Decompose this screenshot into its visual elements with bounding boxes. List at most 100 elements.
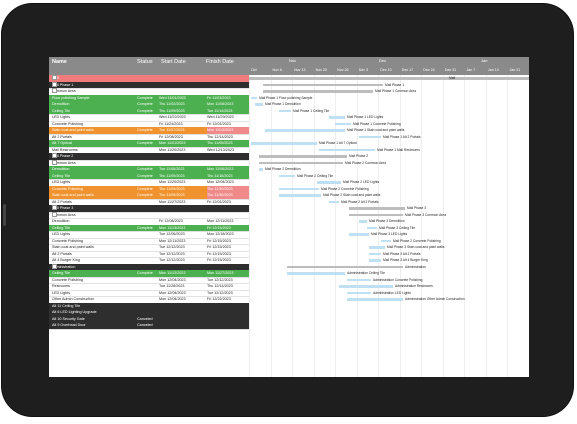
gantt-bar[interactable]	[259, 168, 263, 171]
gantt-bar[interactable]	[279, 109, 291, 113]
table-row[interactable]: Common Area	[49, 211, 249, 219]
gantt-bar[interactable]	[329, 200, 339, 204]
table-row[interactable]: Ceiling Tile Complete Thu 11/09/2023 Tue 11…	[49, 107, 249, 115]
gantt-bar[interactable]	[369, 246, 385, 249]
table-row[interactable]: Mall Phase 1	[49, 81, 249, 89]
week-label: Oct	[251, 68, 257, 72]
tablet-frame: Name Status Start Date Finish Date Nov De…	[2, 4, 573, 416]
table-row[interactable]: Stain coat and paint walls Tue 12/12/2023…	[49, 244, 249, 252]
gantt-bar[interactable]	[279, 194, 321, 197]
task-finish: Fri 12/15/2023	[207, 258, 231, 262]
header-status[interactable]: Status	[137, 59, 153, 65]
gantt-bar[interactable]	[335, 122, 351, 126]
gantt-bar[interactable]	[359, 220, 367, 223]
gantt-bar[interactable]	[287, 265, 403, 269]
table-row[interactable]: LED Lights Tue 12/05/2023 Mon 12/18/2023	[49, 231, 249, 239]
task-start: Mon 12/04/2023	[159, 277, 186, 282]
collapse-toggle-icon[interactable]	[52, 205, 57, 210]
gantt-bar[interactable]	[251, 142, 317, 145]
table-row[interactable]: Mall Phase 2	[49, 153, 249, 161]
gantt-bar[interactable]	[367, 226, 377, 230]
table-row[interactable]: Alt 7 Optical Complete Mon 11/01/2023 Thu 1…	[49, 140, 249, 148]
gantt-bar[interactable]	[347, 291, 371, 295]
task-name: Alt 4 Burger King	[52, 258, 80, 262]
gantt-bar-label: Mall Phase 1 Concrete Polishing	[353, 121, 401, 126]
table-row[interactable]: Ceiling Tile Complete Thu 11/09/2023 Thu 11…	[49, 172, 249, 180]
task-finish: Fri 11/03/2023	[207, 95, 231, 100]
header-start[interactable]: Start Date	[161, 59, 186, 65]
table-row[interactable]: Ceiling Tile Complete Mon 11/13/2023 Mon 11…	[49, 270, 249, 278]
gantt-bar[interactable]	[349, 213, 403, 217]
gantt-bar[interactable]	[349, 233, 369, 236]
task-start: Fri 12/08/2023	[159, 219, 183, 223]
collapse-toggle-icon[interactable]	[52, 211, 57, 217]
gantt-bar[interactable]	[265, 129, 345, 132]
task-name: Mall Phase 3	[52, 205, 74, 210]
gantt-bar[interactable]	[255, 103, 263, 106]
task-status: Complete	[137, 128, 153, 132]
gantt-bar[interactable]	[287, 272, 345, 275]
gantt-bar[interactable]	[339, 285, 393, 288]
task-name: Alt 9 Overhead Door	[52, 323, 86, 327]
gantt-bar[interactable]	[329, 116, 345, 119]
task-finish: Thu 11/30/2023	[207, 192, 249, 199]
gantt-bar[interactable]	[279, 174, 295, 178]
task-start: Tue 12/05/2023	[159, 232, 185, 236]
header-finish[interactable]: Finish Date	[206, 59, 234, 65]
header-name[interactable]: Name	[52, 59, 67, 65]
gantt-bar-label: Mall Phase 3 Alt 4 Burger King	[383, 258, 428, 263]
task-finish: Thu 12/14/2023	[207, 284, 233, 288]
task-start: Mon 11/27/2023	[159, 199, 186, 204]
table-row[interactable]: Concrete Polishing Mon 12/04/2023 Tue 12/1…	[49, 277, 249, 284]
table-row[interactable]: Stain coat and paint walls Complete Thu 11…	[49, 192, 249, 200]
gantt-bar[interactable]	[249, 77, 529, 80]
task-finish: Tue 11/14/2023	[207, 108, 233, 113]
gantt-bar[interactable]	[263, 83, 383, 87]
gantt-bar-label: Mall Phase 3 Common Area	[405, 212, 447, 217]
gantt-bar[interactable]	[259, 161, 343, 165]
gantt-bar-label: Mall Phase 3 Demolition	[369, 219, 405, 224]
task-start: Mon 12/04/2023	[159, 297, 186, 301]
gantt-bar-label: Administration Ceiling Tile	[347, 271, 385, 276]
gantt-bar-label: Mall Phase 2 Stain coat and paint walls	[323, 193, 381, 198]
table-row[interactable]: Mall Phase 3	[49, 205, 249, 213]
gantt-bar[interactable]	[347, 298, 403, 301]
collapse-toggle-icon[interactable]	[52, 81, 57, 87]
table-row[interactable]: Alt 9 Overhead Door Canceled	[49, 322, 249, 330]
gantt-bar-label: Administration Other Admin Construction	[405, 297, 465, 302]
gantt-bar[interactable]	[279, 187, 319, 191]
task-start: Tue 11/07/2023	[159, 128, 185, 132]
task-finish: Fri 12/15/2023	[207, 251, 231, 256]
gantt-bar[interactable]	[349, 207, 405, 210]
table-row[interactable]: Concrete Polishing Mon 12/11/2023 Fri 12/1…	[49, 238, 249, 245]
collapse-toggle-icon[interactable]	[52, 159, 57, 165]
gantt-bar[interactable]	[263, 90, 373, 93]
collapse-toggle-icon[interactable]	[52, 88, 57, 93]
gantt-bar[interactable]	[259, 155, 347, 158]
task-finish: Fri 12/15/2023	[207, 225, 231, 230]
gantt-bar[interactable]	[347, 278, 371, 282]
gantt-bar[interactable]	[251, 96, 257, 100]
table-row[interactable]: Restrooms Tue 11/28/2023 Thu 12/14/2023	[49, 283, 249, 291]
gantt-bar[interactable]	[359, 135, 381, 139]
collapse-toggle-icon[interactable]	[52, 75, 57, 80]
gantt-bar[interactable]	[381, 239, 391, 243]
collapse-toggle-icon[interactable]	[52, 153, 57, 158]
table-row[interactable]: LED Lights Wed 11/22/2023 Wed 11/29/2023	[49, 114, 249, 122]
task-name: Stain coat and paint walls	[52, 128, 94, 132]
gantt-bar[interactable]	[369, 252, 381, 256]
gantt-bar[interactable]	[319, 148, 375, 152]
gantt-bar-label: Mall Phase 2 LED Lights	[343, 180, 380, 185]
gantt-bar[interactable]	[317, 181, 341, 184]
task-status: Complete	[137, 271, 153, 275]
table-row[interactable]: LED Lights Mon 12/04/2023 Tue 12/12/2023	[49, 290, 249, 297]
table-row[interactable]: Stain coat and paint walls Complete Tue 11…	[49, 127, 249, 135]
month-label: Jan	[481, 58, 488, 63]
table-row[interactable]: Alt 2 Portals Tue 12/12/2023 Fri 12/15/202…	[49, 251, 249, 258]
gantt-bar-label: Mall Phase 1 Alt 7 Optical	[319, 141, 357, 146]
table-row[interactable]: Ceiling Tile Complete Mon 11/13/2023 Fri 12…	[49, 224, 249, 232]
task-name: Alt 6 LED Lighting Upgrade	[52, 310, 97, 314]
task-name: Ceiling Tile	[52, 108, 71, 113]
collapse-toggle-icon[interactable]	[52, 263, 57, 269]
gantt-bar[interactable]	[369, 259, 381, 262]
